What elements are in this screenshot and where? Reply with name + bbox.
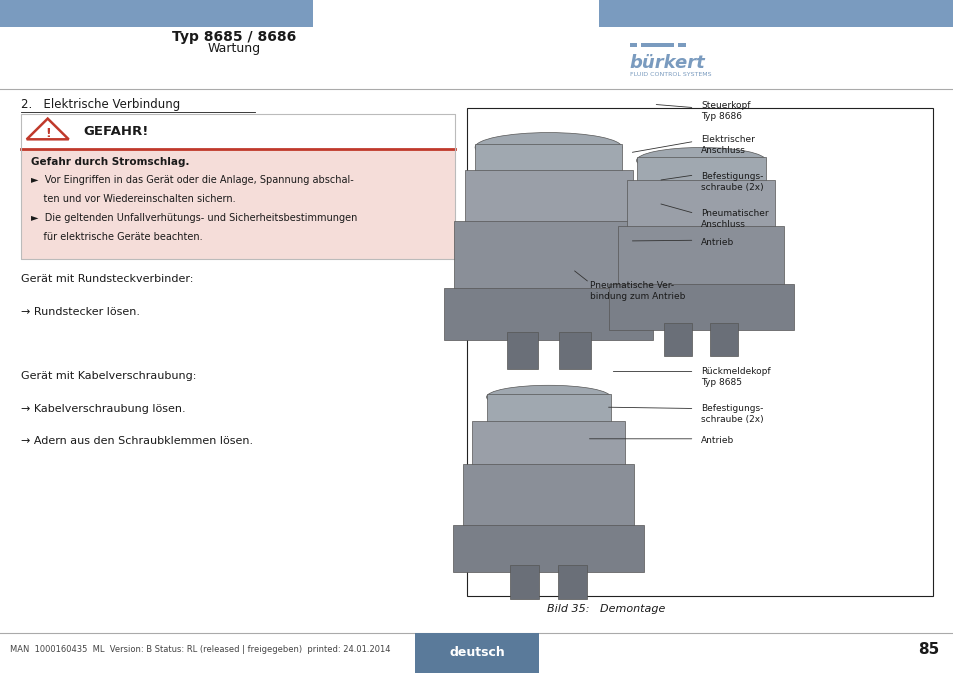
Bar bbox=[618, 225, 783, 291]
Bar bbox=[0, 0, 313, 27]
Text: Pneumatische Ver-
bindung zum Antrieb: Pneumatische Ver- bindung zum Antrieb bbox=[589, 281, 684, 302]
Ellipse shape bbox=[475, 133, 621, 162]
Bar bbox=[510, 565, 538, 599]
Bar bbox=[629, 43, 637, 47]
Bar bbox=[464, 170, 632, 229]
Text: bürkert: bürkert bbox=[629, 54, 704, 71]
Bar bbox=[598, 0, 953, 27]
Bar bbox=[558, 332, 590, 369]
Bar bbox=[640, 43, 674, 47]
Bar bbox=[486, 394, 610, 424]
Text: Gefahr durch Stromschlag.: Gefahr durch Stromschlag. bbox=[30, 157, 189, 166]
Bar bbox=[454, 221, 642, 295]
Text: Bild 35:   Demontage: Bild 35: Demontage bbox=[546, 604, 664, 614]
Text: Steuerkopf
Typ 8686: Steuerkopf Typ 8686 bbox=[700, 101, 750, 121]
Bar bbox=[636, 157, 765, 186]
Text: Befestigungs-
schraube (2x): Befestigungs- schraube (2x) bbox=[700, 404, 763, 424]
Text: Antrieb: Antrieb bbox=[700, 436, 734, 446]
Bar bbox=[475, 143, 621, 177]
Text: 2.   Elektrische Verbindung: 2. Elektrische Verbindung bbox=[21, 98, 180, 111]
Bar bbox=[415, 633, 538, 673]
Text: Gerät mit Rundsteckverbinder:: Gerät mit Rundsteckverbinder: bbox=[21, 275, 193, 284]
Text: ►  Die geltenden Unfallverhütungs- und Sicherheitsbestimmungen: ► Die geltenden Unfallverhütungs- und Si… bbox=[30, 213, 356, 223]
Text: Gerät mit Kabelverschraubung:: Gerät mit Kabelverschraubung: bbox=[21, 371, 196, 381]
Text: 85: 85 bbox=[918, 642, 939, 657]
Bar bbox=[21, 114, 455, 149]
Bar bbox=[506, 332, 537, 369]
Text: FLUID CONTROL SYSTEMS: FLUID CONTROL SYSTEMS bbox=[629, 72, 710, 77]
Text: für elektrische Geräte beachten.: für elektrische Geräte beachten. bbox=[30, 232, 202, 242]
Text: → Rundstecker lösen.: → Rundstecker lösen. bbox=[21, 307, 140, 316]
Text: GEFAHR!: GEFAHR! bbox=[83, 125, 149, 139]
Text: Befestigungs-
schraube (2x): Befestigungs- schraube (2x) bbox=[700, 172, 763, 192]
Bar bbox=[663, 324, 691, 356]
Text: !: ! bbox=[45, 127, 51, 141]
Text: Wartung: Wartung bbox=[207, 42, 260, 55]
Text: deutsch: deutsch bbox=[449, 646, 504, 660]
Text: Typ 8685 / 8686: Typ 8685 / 8686 bbox=[172, 30, 295, 44]
Text: ten und vor Wiedereinschalten sichern.: ten und vor Wiedereinschalten sichern. bbox=[30, 194, 234, 204]
Bar bbox=[21, 114, 455, 259]
Bar bbox=[467, 108, 932, 596]
Bar bbox=[453, 525, 643, 572]
Text: ►  Vor Eingriffen in das Gerät oder die Anlage, Spannung abschal-: ► Vor Eingriffen in das Gerät oder die A… bbox=[30, 176, 353, 185]
Bar bbox=[462, 464, 634, 532]
Bar bbox=[21, 149, 455, 259]
Ellipse shape bbox=[636, 147, 765, 174]
Bar bbox=[472, 421, 624, 471]
Text: Rückmeldekopf
Typ 8685: Rückmeldekopf Typ 8685 bbox=[700, 367, 770, 387]
Text: Elektrischer
Anschluss: Elektrischer Anschluss bbox=[700, 135, 754, 155]
Ellipse shape bbox=[486, 385, 610, 409]
Bar bbox=[678, 43, 685, 47]
Text: → Kabelverschraubung lösen.: → Kabelverschraubung lösen. bbox=[21, 404, 186, 413]
Text: Pneumatischer
Anschluss: Pneumatischer Anschluss bbox=[700, 209, 768, 229]
Text: Antrieb: Antrieb bbox=[700, 238, 734, 247]
Text: → Adern aus den Schraubklemmen lösen.: → Adern aus den Schraubklemmen lösen. bbox=[21, 436, 253, 446]
Bar bbox=[710, 324, 738, 356]
Bar bbox=[558, 565, 586, 599]
Bar bbox=[443, 288, 653, 340]
Bar bbox=[608, 284, 793, 330]
Bar bbox=[627, 180, 774, 232]
Text: MAN  1000160435  ML  Version: B Status: RL (released | freigegeben)  printed: 24: MAN 1000160435 ML Version: B Status: RL … bbox=[10, 645, 390, 654]
